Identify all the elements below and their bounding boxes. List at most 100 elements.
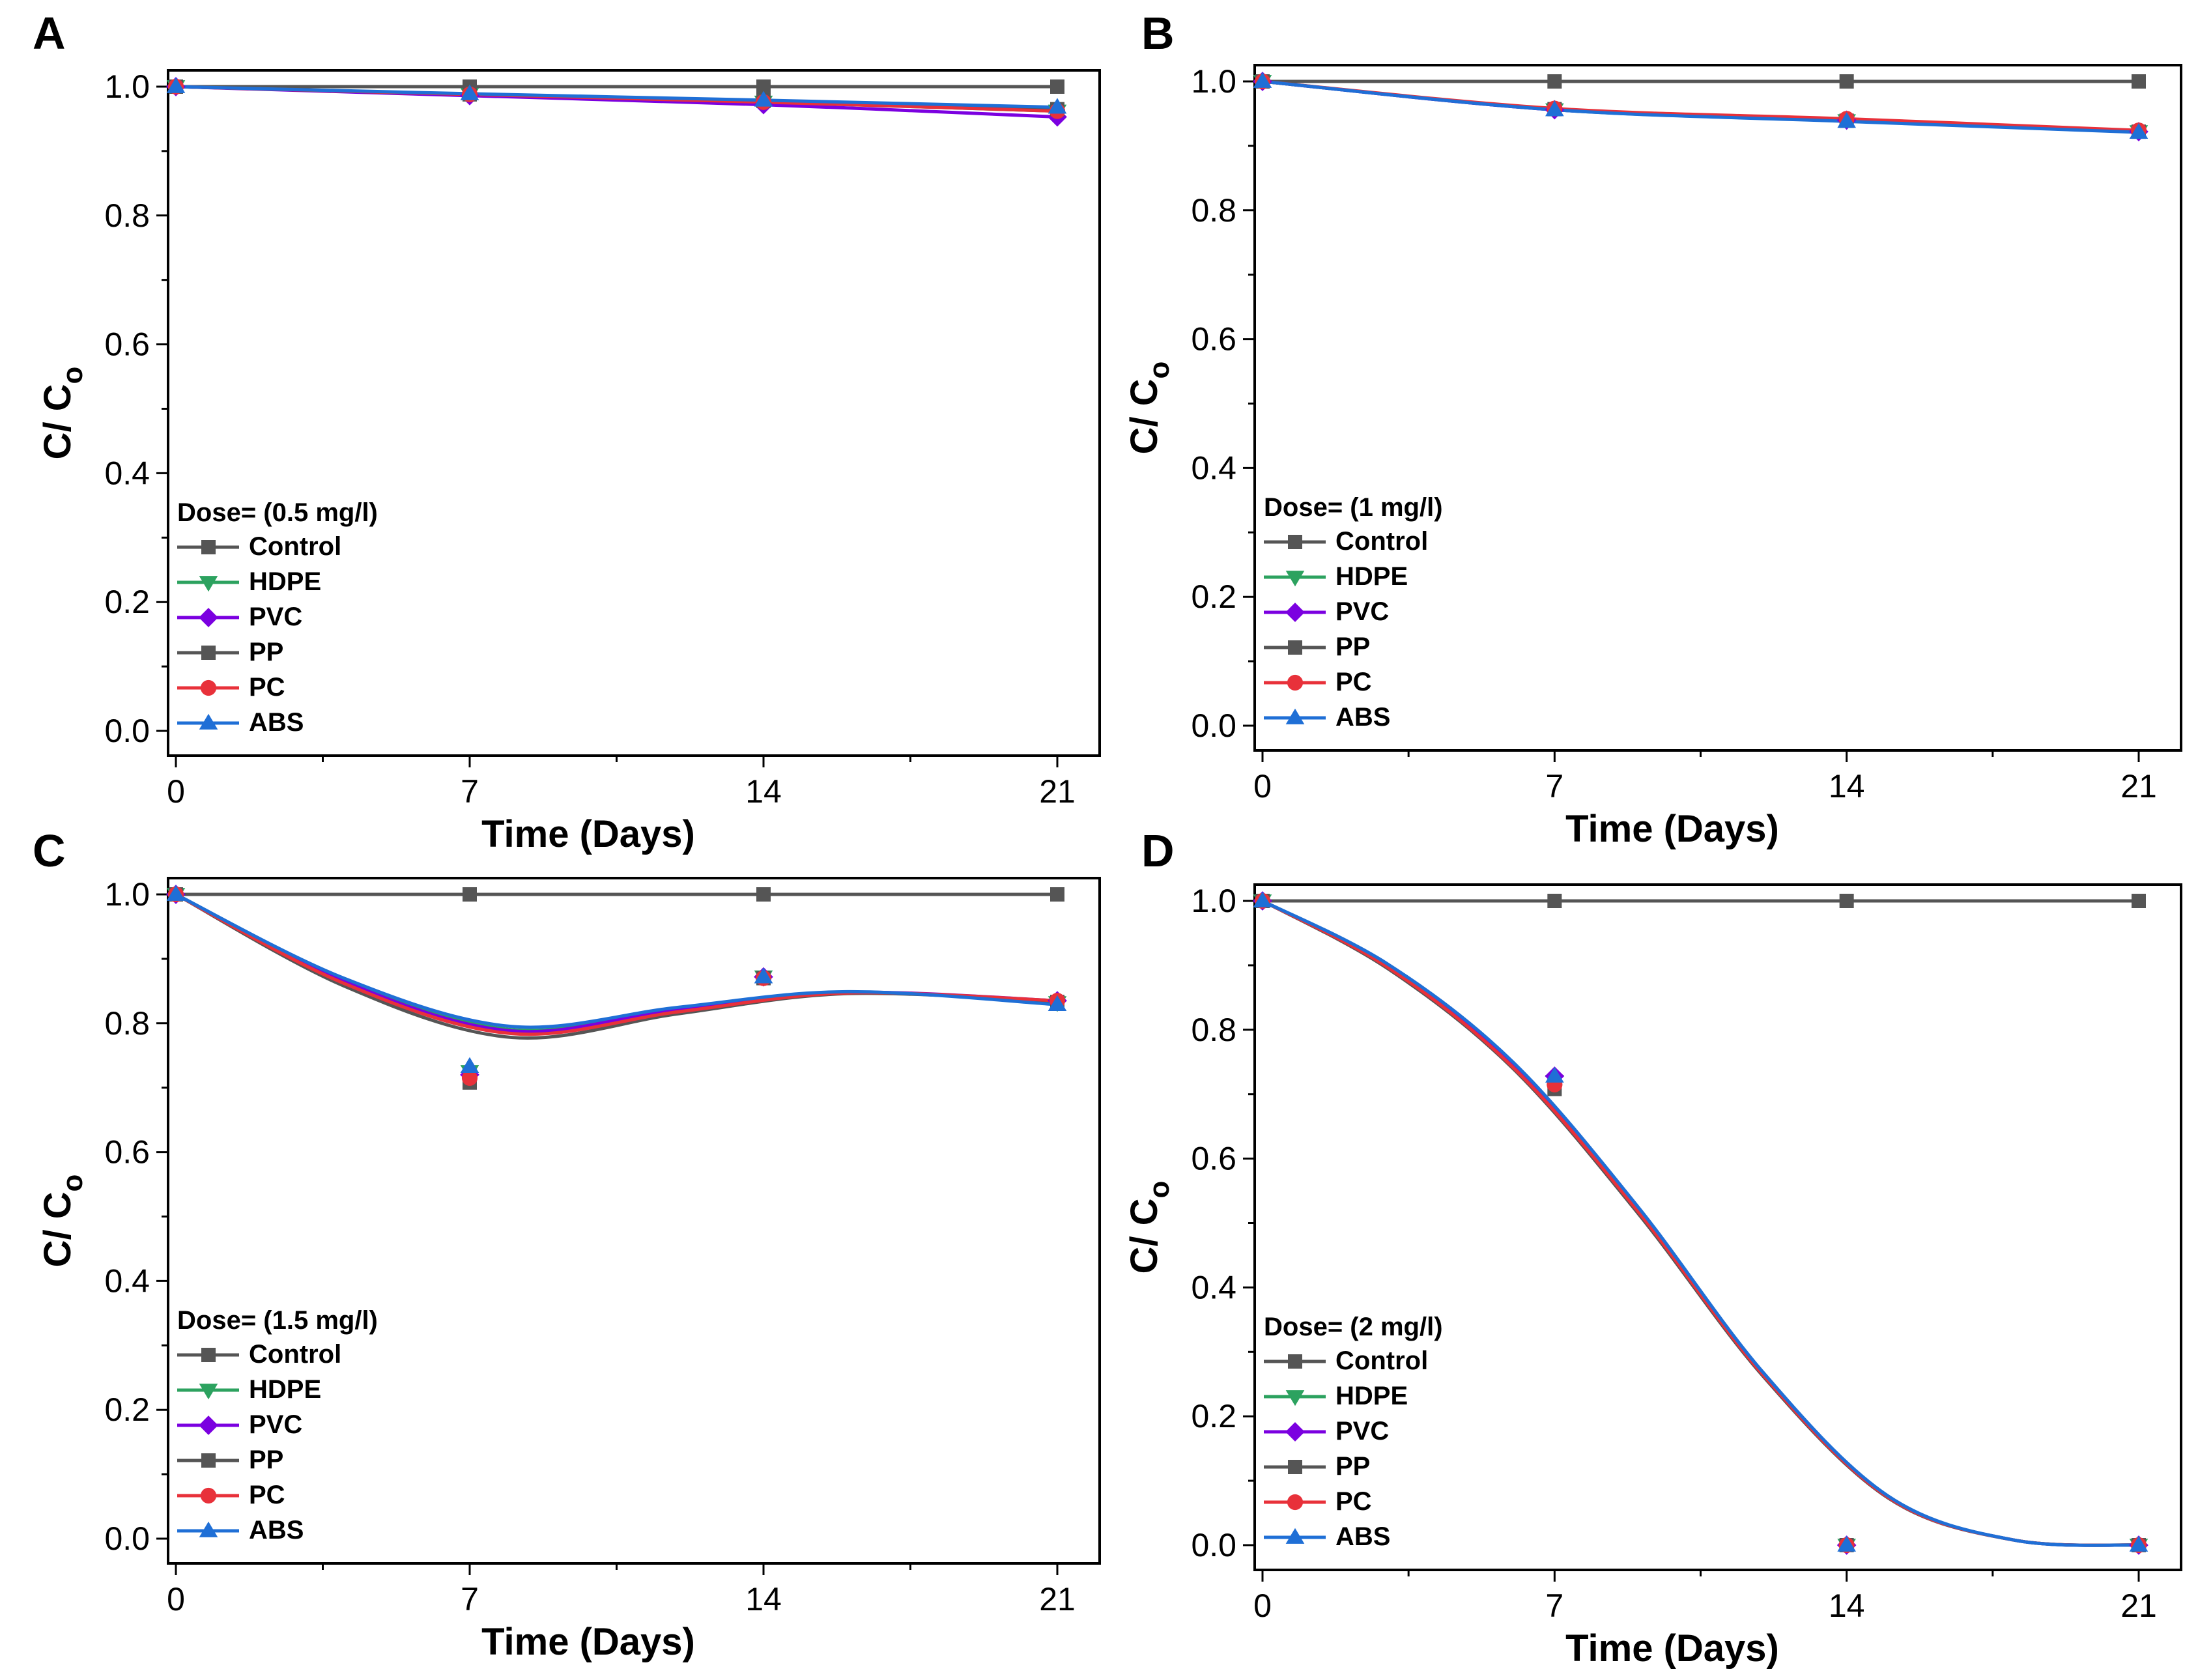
y-tick-label: 0.2 [1191, 578, 1236, 615]
y-tick-label: 0.2 [1191, 1398, 1236, 1434]
y-axis-title: C/ Co [1123, 1181, 1175, 1274]
chart-panel-d: D 0.0 0.2 0.4 0.6 0.8 1.0 0 7 14 21 Time (Days) C/ C… [1123, 825, 2182, 1670]
data-point-abs [460, 84, 479, 100]
y-tick-label: 0.8 [1191, 192, 1236, 229]
legend-label-pvc: PVC [249, 1410, 302, 1439]
series-line-pvc [1261, 899, 2139, 1547]
data-point-abs [1253, 72, 1272, 88]
y-tick-label: 0.0 [1191, 1527, 1236, 1563]
legend-label-abs: ABS [249, 1516, 304, 1545]
y-axis-title: C/ Co [36, 367, 89, 460]
series-line-hdpe [1261, 899, 2139, 1547]
y-tick-label: 0.4 [1191, 449, 1236, 486]
y-tick-label: 0.8 [104, 197, 150, 234]
y-tick-label: 1.0 [1191, 883, 1236, 919]
legend-marker-pvc [1285, 603, 1305, 622]
y-tick-label: 0.2 [104, 584, 150, 620]
data-point-abs [166, 77, 186, 93]
legend-marker-hdpe [199, 1384, 218, 1400]
legend-label-abs: ABS [1335, 703, 1390, 732]
y-axis-title-main: C/ C [1123, 1198, 1165, 1274]
data-point-control [1547, 894, 1562, 908]
legend-label-pvc: PVC [1335, 1417, 1389, 1445]
data-point-abs [460, 1057, 479, 1073]
x-tick-label: 21 [1039, 773, 1076, 810]
legend-marker-control [1288, 535, 1302, 549]
legend-label-control: Control [1335, 527, 1428, 556]
legend-label-control: Control [249, 1340, 341, 1369]
legend-label-control: Control [1335, 1346, 1428, 1375]
legend-marker-pc [200, 1487, 217, 1504]
y-tick-label: 0.4 [104, 455, 150, 491]
y-tick-label: 0.6 [104, 326, 150, 363]
legend-marker-abs [199, 1521, 218, 1537]
legend-marker-pc [200, 679, 217, 696]
legend-marker-hdpe [1285, 1390, 1305, 1406]
legend-title: Dose= (2 mg/l) [1264, 1313, 1443, 1341]
series-line-abs [1261, 899, 2139, 1547]
data-point-control [2132, 894, 2146, 908]
chart-panel-b: B 0.0 0.2 0.4 0.6 0.8 1.0 0 7 14 21 Time (Days) C/ C… [1123, 8, 2182, 850]
x-tick-label: 7 [461, 1581, 479, 1617]
y-axis-title: C/ Co [1123, 362, 1175, 455]
data-point-control [1839, 894, 1854, 908]
y-axis-title-subscript: o [1143, 1181, 1175, 1199]
data-point-abs [1837, 112, 1856, 128]
legend-marker-pc [1287, 674, 1304, 691]
x-tick-label: 21 [1039, 1581, 1076, 1617]
data-point-abs [1048, 995, 1067, 1012]
x-axis-title: Time (Days) [1565, 1627, 1779, 1670]
legend-label-pc: PC [1335, 1487, 1372, 1516]
legend-marker-hdpe [199, 576, 218, 592]
data-point-abs [166, 885, 186, 901]
y-axis-title-main: C/ C [1123, 378, 1165, 454]
legend-label-hdpe: HDPE [249, 567, 321, 596]
plot-frame [167, 69, 1101, 757]
data-point-abs [754, 91, 773, 107]
y-axis-title-main: C/ C [36, 1191, 79, 1267]
data-point-abs [754, 967, 773, 984]
x-axis-title: Time (Days) [481, 1621, 695, 1663]
data-point-abs [1837, 1535, 1856, 1552]
data-point-control [463, 887, 477, 902]
legend-label-control: Control [249, 532, 341, 561]
legend-marker-abs [199, 713, 218, 730]
legend-label-hdpe: HDPE [1335, 562, 1408, 591]
legend-marker-pvc [199, 1416, 218, 1435]
data-point-abs [2129, 122, 2148, 139]
x-tick-label: 14 [745, 1581, 782, 1617]
data-point-control [1547, 74, 1562, 89]
legend-label-hdpe: HDPE [249, 1375, 321, 1404]
y-tick-label: 0.2 [104, 1391, 150, 1428]
x-tick-label: 7 [1545, 768, 1563, 804]
legend-marker-abs [1285, 1528, 1305, 1544]
x-tick-label: 7 [1545, 1587, 1563, 1624]
y-tick-label: 1.0 [104, 876, 150, 913]
x-axis-title: Time (Days) [1565, 808, 1779, 850]
y-tick-label: 0.6 [104, 1134, 150, 1171]
legend-title: Dose= (0.5 mg/l) [177, 498, 378, 527]
chart-panel-c: C 0.0 0.2 0.4 0.6 0.8 1.0 0 7 14 21 Time (Days) C/ C… [33, 825, 1101, 1663]
y-tick-label: 0.6 [1191, 321, 1236, 358]
legend-marker-control [201, 540, 216, 554]
data-point-control [1050, 79, 1064, 94]
series-line-pp [1261, 899, 2139, 1547]
legend-marker-abs [1285, 708, 1305, 724]
legend-label-pp: PP [249, 1445, 283, 1474]
legend-marker-pp [201, 1453, 216, 1468]
y-axis-title-subscript: o [57, 1175, 89, 1192]
series-line-pc [1261, 899, 2139, 1547]
y-axis-title-subscript: o [1143, 362, 1175, 379]
legend-label-abs: ABS [249, 708, 304, 737]
y-tick-label: 0.8 [1191, 1012, 1236, 1048]
legend-label-hdpe: HDPE [1335, 1382, 1408, 1410]
data-point-abs [2129, 1535, 2148, 1552]
legend-marker-pp [1288, 1460, 1302, 1474]
data-point-abs [1253, 891, 1272, 907]
data-point-control [1050, 887, 1064, 902]
legend-marker-control [1288, 1354, 1302, 1369]
legend-marker-pvc [199, 608, 218, 627]
y-axis-title-subscript: o [57, 367, 89, 384]
x-tick-label: 0 [1253, 1587, 1272, 1624]
y-tick-label: 0.0 [1191, 707, 1236, 744]
